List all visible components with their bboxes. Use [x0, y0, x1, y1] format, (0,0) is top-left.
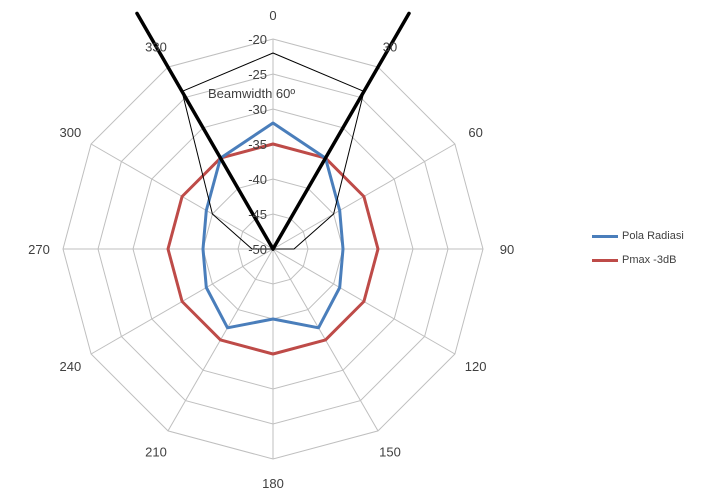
angle-tick-label: 30 [383, 39, 397, 54]
angle-tick-label: 210 [145, 445, 167, 460]
radial-tick-label: -50 [248, 242, 267, 257]
angle-tick-label: 270 [28, 242, 50, 257]
legend-swatch-pmax [592, 258, 618, 262]
series-pola-radiasi [201, 121, 345, 330]
series-pmax-3db [166, 142, 380, 356]
beamwidth-lines [135, 11, 411, 251]
radial-tick-label: -35 [248, 137, 267, 152]
legend-label-pola-radiasi: Pola Radiasi [622, 230, 684, 242]
angle-tick-label: 150 [379, 445, 401, 460]
angle-tick-label: 300 [60, 125, 82, 140]
legend-item-pmax: Pmax -3dB [592, 250, 684, 270]
radial-tick-label: -40 [248, 172, 267, 187]
beam-line [271, 11, 411, 251]
beamwidth-annotation: Beamwidth 60º [208, 86, 295, 101]
legend: Pola Radiasi Pmax -3dB [592, 226, 684, 274]
beam-line [135, 11, 275, 251]
angle-tick-label: 90 [500, 242, 514, 257]
radial-tick-label: -45 [248, 207, 267, 222]
radial-tick-label: -20 [248, 32, 267, 47]
legend-item-pola-radiasi: Pola Radiasi [592, 226, 684, 246]
legend-swatch-pola-radiasi [592, 234, 618, 238]
angle-tick-label: 60 [468, 125, 482, 140]
angle-tick-label: 330 [145, 39, 167, 54]
legend-label-pmax: Pmax -3dB [622, 254, 677, 266]
radial-tick-labels: -20 -25 -30 -35 -40 -45 -50 [248, 32, 267, 257]
angle-tick-label: 0 [269, 8, 276, 23]
radial-tick-label: -25 [248, 67, 267, 82]
angle-tick-label: 180 [262, 476, 284, 491]
angle-tick-label: 240 [60, 359, 82, 374]
radial-tick-label: -30 [248, 102, 267, 117]
angle-tick-labels: 0 30 60 90 120 150 180 210 240 270 300 330 [28, 8, 514, 491]
angle-tick-label: 120 [465, 359, 487, 374]
